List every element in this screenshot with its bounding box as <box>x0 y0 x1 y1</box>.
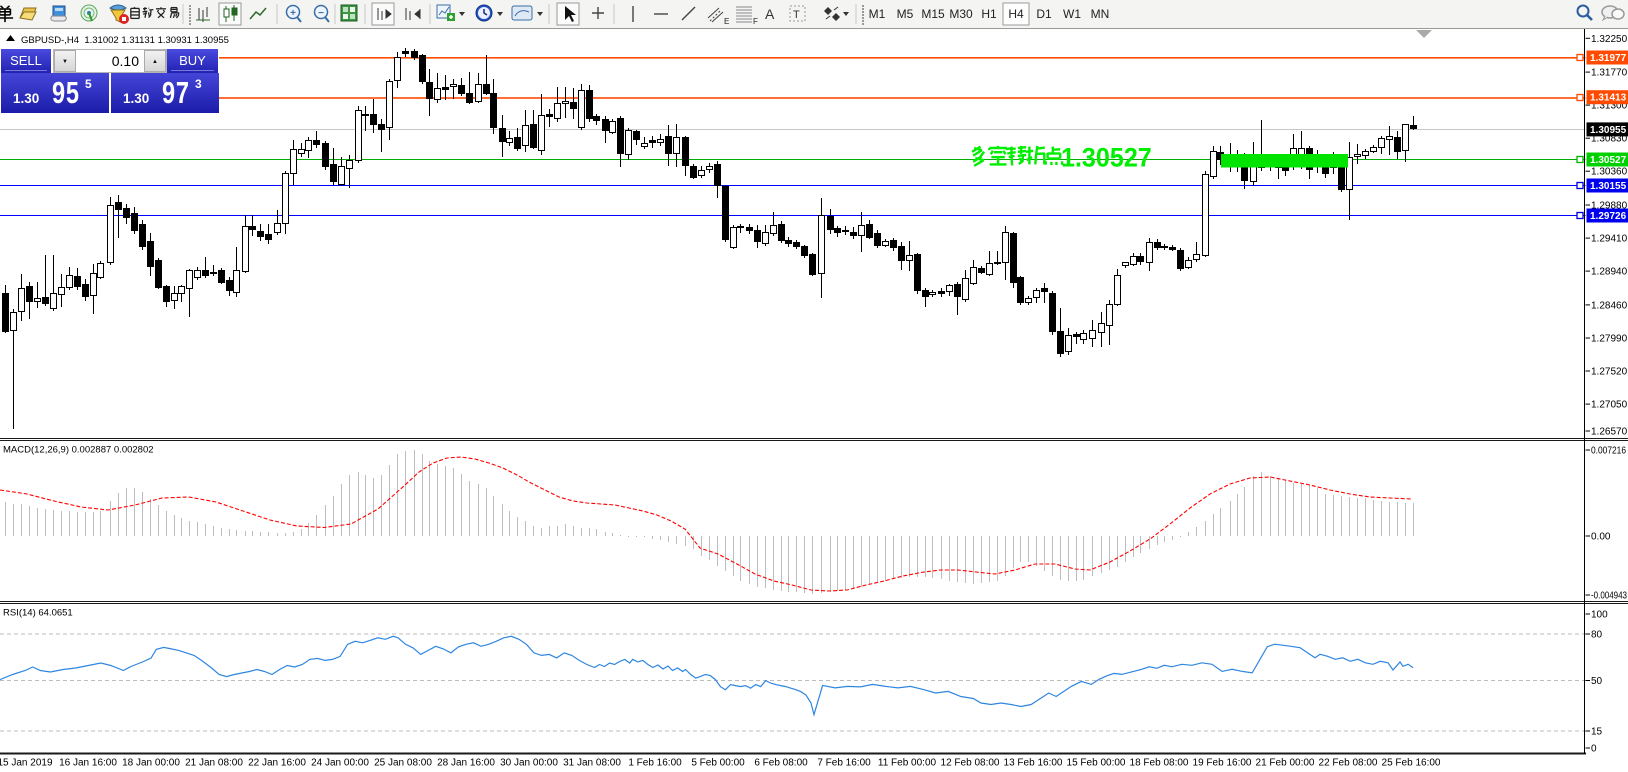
svg-text:31 Jan 08:00: 31 Jan 08:00 <box>563 758 621 769</box>
svg-text:T: T <box>793 9 800 21</box>
svg-text:15 Jan 2019: 15 Jan 2019 <box>0 758 53 769</box>
svg-text:28 Jan 16:00: 28 Jan 16:00 <box>437 758 495 769</box>
svg-text:1.31300: 1.31300 <box>1591 101 1628 112</box>
svg-text:1.28460: 1.28460 <box>1591 300 1628 311</box>
svg-text:W1: W1 <box>1063 7 1081 21</box>
svg-text:0.007216: 0.007216 <box>1591 446 1626 457</box>
svg-text:MN: MN <box>1091 7 1110 21</box>
svg-text:M5: M5 <box>897 7 914 21</box>
svg-text:50: 50 <box>1591 676 1603 687</box>
svg-text:25 Feb 16:00: 25 Feb 16:00 <box>1382 758 1441 769</box>
svg-text:1 Feb 16:00: 1 Feb 16:00 <box>628 758 682 769</box>
svg-text:25 Jan 08:00: 25 Jan 08:00 <box>374 758 432 769</box>
svg-text:E: E <box>724 17 729 26</box>
svg-text:1.30527: 1.30527 <box>1061 142 1152 173</box>
svg-text:22 Feb 08:00: 22 Feb 08:00 <box>1319 758 1378 769</box>
svg-text:30 Jan 00:00: 30 Jan 00:00 <box>500 758 558 769</box>
svg-text:5 Feb 00:00: 5 Feb 00:00 <box>691 758 745 769</box>
svg-text:19 Feb 16:00: 19 Feb 16:00 <box>1193 758 1252 769</box>
svg-text:11 Feb 00:00: 11 Feb 00:00 <box>878 758 937 769</box>
svg-text:24 Jan 00:00: 24 Jan 00:00 <box>311 758 369 769</box>
svg-text:1.32250: 1.32250 <box>1591 34 1628 45</box>
svg-text:22 Jan 16:00: 22 Jan 16:00 <box>248 758 306 769</box>
svg-text:−: − <box>318 8 324 19</box>
svg-text:1.31770: 1.31770 <box>1591 68 1628 79</box>
svg-text:80: 80 <box>1591 630 1603 641</box>
svg-text:13 Feb 16:00: 13 Feb 16:00 <box>1004 758 1063 769</box>
svg-text:1.29880: 1.29880 <box>1591 201 1628 212</box>
svg-text:1.29410: 1.29410 <box>1591 234 1628 245</box>
svg-text:A: A <box>765 6 775 22</box>
svg-text:100: 100 <box>1591 610 1608 621</box>
svg-text:MACD(12,26,9) 0.002887 0.00280: MACD(12,26,9) 0.002887 0.002802 <box>3 445 154 456</box>
svg-text:21 Feb 00:00: 21 Feb 00:00 <box>1256 758 1315 769</box>
svg-text:1.28940: 1.28940 <box>1591 267 1628 278</box>
svg-text:1.29726: 1.29726 <box>1590 211 1627 222</box>
svg-text:D1: D1 <box>1036 7 1052 21</box>
svg-text:18 Jan 00:00: 18 Jan 00:00 <box>122 758 180 769</box>
svg-text:-0.004943: -0.004943 <box>1591 591 1627 602</box>
svg-text:16 Jan 16:00: 16 Jan 16:00 <box>59 758 117 769</box>
svg-text:H4: H4 <box>1008 7 1024 21</box>
svg-text:1.30955: 1.30955 <box>1590 125 1627 136</box>
svg-text:M1: M1 <box>869 7 886 21</box>
svg-text:18 Feb 08:00: 18 Feb 08:00 <box>1130 758 1189 769</box>
svg-text:21 Jan 08:00: 21 Jan 08:00 <box>185 758 243 769</box>
svg-text:0.00: 0.00 <box>1591 532 1611 543</box>
svg-text:1.30155: 1.30155 <box>1590 181 1627 192</box>
svg-text:15 Feb 00:00: 15 Feb 00:00 <box>1067 758 1126 769</box>
svg-text:6 Feb 08:00: 6 Feb 08:00 <box>754 758 808 769</box>
svg-text:1.31413: 1.31413 <box>1590 93 1627 104</box>
svg-text:1.30360: 1.30360 <box>1591 167 1628 178</box>
svg-text:+: + <box>290 8 296 19</box>
svg-text:M15: M15 <box>921 7 945 21</box>
svg-text:1.30527: 1.30527 <box>1590 155 1627 166</box>
svg-text:1.26570: 1.26570 <box>1591 427 1628 438</box>
svg-text:12 Feb 08:00: 12 Feb 08:00 <box>941 758 1000 769</box>
svg-text:1.27520: 1.27520 <box>1591 367 1628 378</box>
svg-text:7 Feb 16:00: 7 Feb 16:00 <box>817 758 871 769</box>
svg-text:15: 15 <box>1591 727 1603 738</box>
svg-text:0: 0 <box>1591 744 1597 755</box>
svg-text:GBPUSD-,H4 1.31002 1.31131 1.: GBPUSD-,H4 1.31002 1.31131 1.30931 1.309… <box>21 35 229 46</box>
svg-text:1.31977: 1.31977 <box>1590 53 1627 64</box>
svg-text:1.27050: 1.27050 <box>1591 400 1628 411</box>
svg-text:F: F <box>753 17 758 26</box>
svg-text:RSI(14) 64.0651: RSI(14) 64.0651 <box>3 608 73 619</box>
svg-text:M30: M30 <box>949 7 973 21</box>
svg-text:1.27990: 1.27990 <box>1591 334 1628 345</box>
svg-text:1.30830: 1.30830 <box>1591 134 1628 145</box>
svg-text:H1: H1 <box>981 7 997 21</box>
